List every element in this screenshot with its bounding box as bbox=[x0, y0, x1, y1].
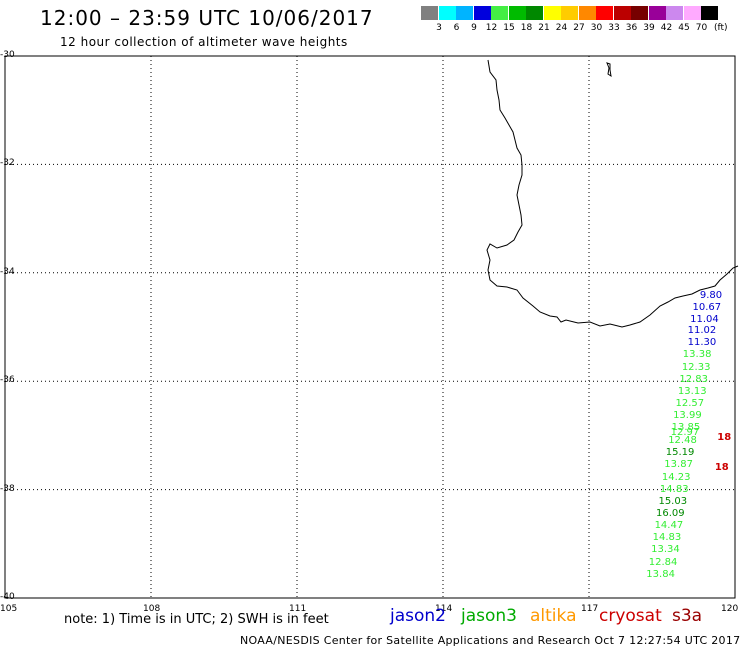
color-legend-unit: (ft) bbox=[714, 23, 728, 33]
wave-height-reading: 12.33 bbox=[681, 361, 711, 373]
longitude-label: 111 bbox=[289, 604, 307, 614]
latitude-label: -30 bbox=[0, 50, 15, 60]
satellite-legend-jason2: jason2 bbox=[390, 606, 446, 626]
wave-height-reading: 13.85 bbox=[671, 422, 701, 434]
wave-height-reading: 12.83 bbox=[679, 373, 709, 385]
wave-height-reading: 11.02 bbox=[687, 325, 717, 337]
color-swatch bbox=[473, 6, 491, 20]
lake-outline bbox=[606, 62, 612, 78]
latitude-label: -32 bbox=[0, 158, 15, 169]
color-swatch bbox=[561, 6, 578, 20]
color-swatch bbox=[543, 6, 561, 20]
latitude-label: -38 bbox=[0, 483, 15, 494]
color-swatch-label: 33 bbox=[608, 23, 620, 33]
map-title: 12:00 – 23:59 UTC 10/06/2017 bbox=[40, 6, 374, 30]
wave-height-reading: 13.99 bbox=[673, 410, 702, 422]
color-swatch-label: 42 bbox=[660, 23, 673, 33]
wave-height-reading: 13.84 bbox=[646, 568, 675, 580]
satellite-legend-altika: altika bbox=[530, 606, 577, 626]
color-swatch-label: 70 bbox=[695, 23, 708, 33]
color-swatch bbox=[683, 6, 701, 20]
satellite-legend-cryosat: cryosat bbox=[599, 606, 662, 626]
color-swatch-label: 6 bbox=[453, 23, 460, 33]
lat-lon-grid bbox=[4, 55, 736, 599]
credit-footer: NOAA/NESDIS Center for Satellite Applica… bbox=[240, 634, 740, 647]
wave-height-reading: 14.47 bbox=[654, 519, 684, 531]
longitude-label: 120 bbox=[721, 604, 739, 614]
wave-height-reading: 10.67 bbox=[692, 302, 722, 314]
wave-height-reading: 13.13 bbox=[677, 386, 707, 398]
longitude-label: 108 bbox=[143, 604, 161, 614]
color-swatch-label: 24 bbox=[555, 23, 568, 33]
color-swatch-label: 18 bbox=[520, 23, 533, 33]
color-swatch-label: 27 bbox=[573, 23, 585, 33]
coastline bbox=[486, 59, 739, 328]
wave-height-reading: 12.57 bbox=[675, 397, 705, 409]
wave-height-reading: 18 bbox=[714, 461, 729, 473]
wave-height-reading: 9.80 bbox=[699, 289, 723, 301]
wave-height-reading: 15.03 bbox=[658, 495, 688, 507]
longitude-label: 105 bbox=[0, 604, 18, 614]
wave-height-reading: 12.48 bbox=[668, 434, 697, 446]
wave-height-reading: 11.04 bbox=[690, 313, 719, 325]
color-swatch bbox=[631, 6, 648, 20]
color-swatch-label: 3 bbox=[436, 23, 442, 33]
longitude-label: 117 bbox=[581, 604, 599, 614]
wave-height-reading: 13.34 bbox=[651, 544, 680, 556]
color-swatch bbox=[421, 6, 438, 20]
longitude-label: 114 bbox=[435, 604, 453, 614]
color-swatch bbox=[596, 6, 613, 20]
map-frame bbox=[4, 55, 736, 599]
color-swatch-label: 9 bbox=[471, 23, 477, 33]
color-swatch-label: 21 bbox=[538, 23, 550, 33]
wave-height-reading: 18 bbox=[717, 432, 732, 444]
wave-height-reading: 16.09 bbox=[656, 507, 685, 519]
wave-height-reading: 15.19 bbox=[665, 447, 695, 459]
wave-height-reading: 12.84 bbox=[648, 556, 678, 568]
color-swatch-label: 12 bbox=[485, 23, 498, 33]
satellite-legend-jason3: jason3 bbox=[461, 606, 517, 626]
color-swatch bbox=[666, 6, 683, 20]
color-swatch-label: 36 bbox=[625, 23, 638, 33]
color-swatch-label: 15 bbox=[503, 23, 515, 33]
color-swatch bbox=[456, 6, 473, 20]
wave-height-reading: 13.38 bbox=[682, 349, 712, 361]
color-swatch-label: 45 bbox=[678, 23, 690, 33]
color-swatch bbox=[526, 6, 543, 20]
color-swatch bbox=[508, 6, 526, 20]
color-swatch bbox=[648, 6, 666, 20]
color-swatch bbox=[438, 6, 456, 20]
color-swatch bbox=[491, 6, 508, 20]
wave-height-reading: 14.23 bbox=[661, 471, 691, 483]
color-swatch-label: 30 bbox=[590, 23, 603, 33]
units-note: note: 1) Time is in UTC; 2) SWH is in fe… bbox=[64, 612, 329, 627]
wave-height-reading: 12.97 bbox=[670, 426, 700, 438]
wave-height-reading: 11.30 bbox=[687, 337, 717, 349]
latitude-label: -36 bbox=[0, 375, 15, 386]
color-swatch bbox=[613, 6, 631, 20]
latitude-label: -34 bbox=[0, 266, 15, 277]
wave-height-reading: 13.87 bbox=[664, 459, 693, 471]
latitude-label: -40 bbox=[0, 592, 15, 602]
wave-height-reading: 14.83 bbox=[652, 532, 682, 544]
wave-height-reading: 14.83 bbox=[659, 483, 689, 495]
satellite-legend-s3a: s3a bbox=[672, 606, 703, 626]
map-subtitle: 12 hour collection of altimeter wave hei… bbox=[60, 35, 348, 49]
color-swatch bbox=[578, 6, 596, 20]
color-swatch bbox=[701, 6, 718, 20]
color-swatch-label: 39 bbox=[643, 23, 655, 33]
